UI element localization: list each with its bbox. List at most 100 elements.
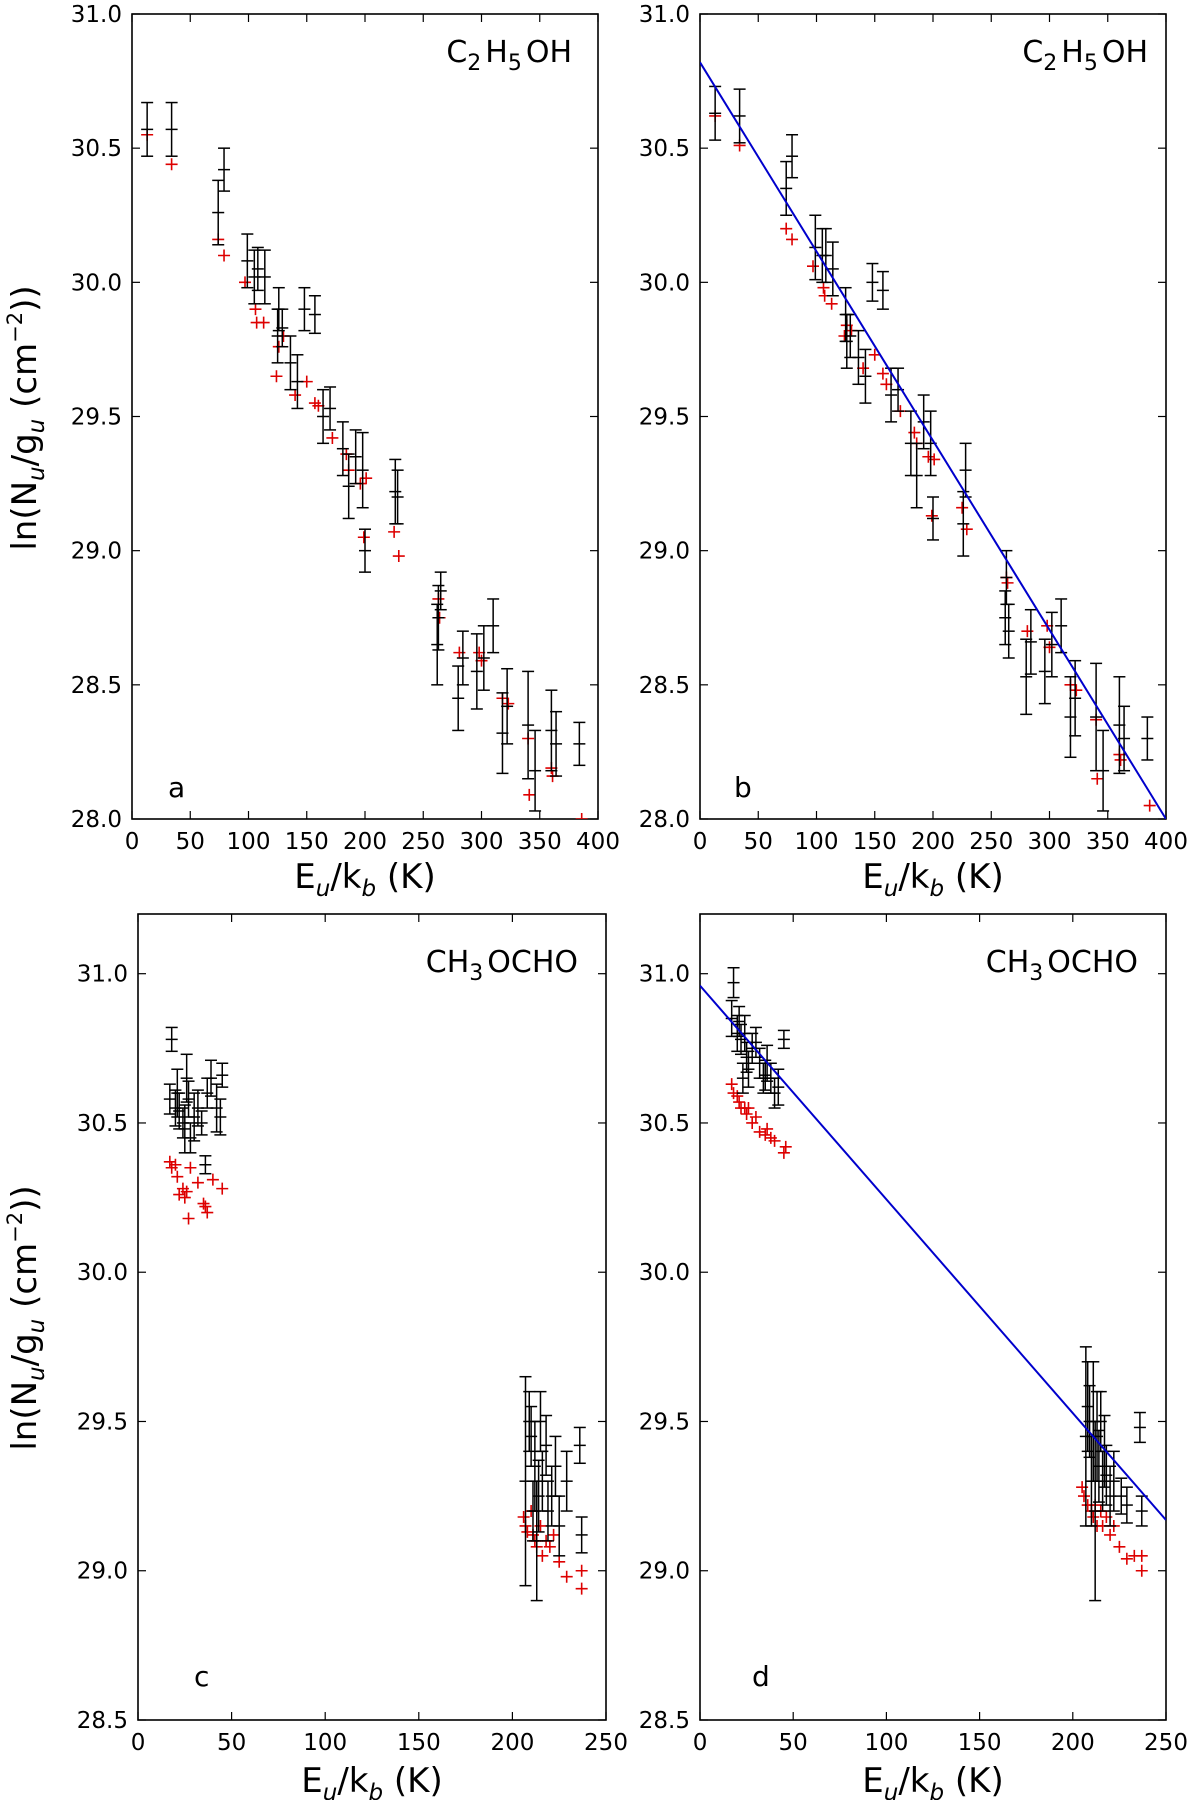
model-point <box>171 1170 184 1183</box>
x-tick-label: 250 <box>584 1730 628 1756</box>
model-point <box>777 1146 790 1159</box>
model-point <box>165 158 178 171</box>
model-point <box>761 1122 774 1135</box>
model-point <box>182 1212 195 1225</box>
panel-letter: b <box>734 771 752 804</box>
x-axis-label-c: Eu/kb (K) <box>301 1761 442 1800</box>
panel-letter: c <box>194 1660 209 1693</box>
model-point <box>199 1200 212 1213</box>
x-tick-label: 350 <box>1086 829 1130 855</box>
model-point <box>749 1110 762 1123</box>
model-point <box>553 1555 566 1568</box>
x-tick-label: 0 <box>693 829 708 855</box>
model-point <box>523 788 536 801</box>
model-point <box>184 1161 197 1174</box>
y-tick-label: 30.5 <box>639 136 690 162</box>
x-tick-label: 200 <box>490 1730 534 1756</box>
y-tick-label: 29.5 <box>71 405 122 431</box>
model-point <box>817 281 830 294</box>
molecule-label: CH3 OCHO <box>986 945 1138 986</box>
model-point <box>825 297 838 310</box>
data-marks <box>700 966 1166 1602</box>
y-tick-label: 31.0 <box>71 2 122 28</box>
model-point <box>768 1134 781 1147</box>
model-point <box>742 1102 755 1115</box>
y-tick-label: 28.0 <box>639 807 690 833</box>
model-point <box>543 1540 556 1553</box>
x-tick-label: 100 <box>864 1730 908 1756</box>
x-tick-label: 250 <box>969 829 1013 855</box>
y-tick-label: 30.0 <box>71 270 122 296</box>
model-point <box>249 303 262 316</box>
x-tick-label: 0 <box>131 1730 146 1756</box>
fit-line <box>700 61 1166 819</box>
model-point <box>786 233 799 246</box>
panel-d: 0 50 100 150 200 25028.529.029.530.030.531.0 … <box>639 913 1188 1756</box>
panel-letter: d <box>752 1660 770 1693</box>
model-point <box>169 1158 182 1171</box>
model-point <box>180 1185 193 1198</box>
model-point <box>731 1090 744 1103</box>
x-tick-label: 200 <box>1051 1730 1095 1756</box>
axis-ticks: 0 50 100 150 200 250 300 350 400 28.0 28.5 29.0 29.5… <box>71 2 620 855</box>
y-tick-label: 29.0 <box>639 1559 690 1585</box>
model-point <box>759 1128 772 1141</box>
model-point <box>733 1096 746 1109</box>
y-tick-label: 31.0 <box>639 962 690 988</box>
panel-c: 0 50 100 150 200 25028.529.029.530.030.531.0 … <box>77 913 628 1756</box>
molecule-label: CH3 OCHO <box>426 945 578 986</box>
model-point <box>560 1570 573 1583</box>
y-axis-label-bottom: ln(Nu/gu (cm−2)) <box>3 1185 50 1450</box>
x-tick-label: 150 <box>853 829 897 855</box>
x-tick-label: 150 <box>285 829 329 855</box>
model-point <box>517 1511 530 1524</box>
model-point <box>740 1108 753 1121</box>
model-point <box>956 501 969 514</box>
model-point <box>1135 1549 1148 1562</box>
y-tick-label: 31.0 <box>77 962 128 988</box>
x-tick-label: 50 <box>744 829 773 855</box>
plot-area <box>141 101 588 819</box>
model-point <box>191 1176 204 1189</box>
x-tick-label: 300 <box>460 829 504 855</box>
x-axis-label-d: Eu/kb (K) <box>862 1761 1003 1800</box>
panel-a: 0 50 100 150 200 250 300 350 400 28.0 28.5 29.0 29.5… <box>71 2 620 855</box>
y-tick-label: 29.5 <box>77 1409 128 1435</box>
x-tick-label: 300 <box>1028 829 1072 855</box>
plot-area <box>700 966 1166 1602</box>
model-point <box>239 276 252 289</box>
model-point <box>925 509 938 522</box>
model-point <box>388 525 401 538</box>
y-tick-label: 28.0 <box>71 807 122 833</box>
y-tick-label: 29.0 <box>77 1559 128 1585</box>
x-tick-label: 250 <box>1144 1730 1188 1756</box>
y-tick-label: 30.0 <box>639 270 690 296</box>
x-tick-label: 100 <box>795 829 839 855</box>
model-point <box>1001 576 1014 589</box>
model-point <box>206 1173 219 1186</box>
x-tick-label: 100 <box>303 1730 347 1756</box>
model-point <box>1087 1511 1100 1524</box>
y-tick-label: 30.5 <box>77 1111 128 1137</box>
x-tick-label: 100 <box>227 829 271 855</box>
model-point <box>392 550 405 563</box>
x-tick-label: 200 <box>911 829 955 855</box>
model-point <box>1143 799 1156 812</box>
model-point <box>178 1191 191 1204</box>
panel-letter: a <box>168 771 185 804</box>
model-point <box>270 370 283 383</box>
plot-frame <box>699 913 1167 1721</box>
model-point <box>1077 1490 1090 1503</box>
x-tick-label: 50 <box>217 1730 246 1756</box>
model-point <box>218 249 231 262</box>
model-point <box>575 813 588 819</box>
model-point <box>868 348 881 361</box>
fit-line <box>700 984 1166 1521</box>
model-point <box>197 1197 210 1210</box>
model-point <box>1104 1528 1117 1541</box>
model-point <box>521 1525 534 1538</box>
y-tick-label: 30.0 <box>639 1260 690 1286</box>
model-point <box>725 1078 738 1091</box>
model-point <box>575 1564 588 1577</box>
y-tick-label: 30.0 <box>77 1260 128 1286</box>
